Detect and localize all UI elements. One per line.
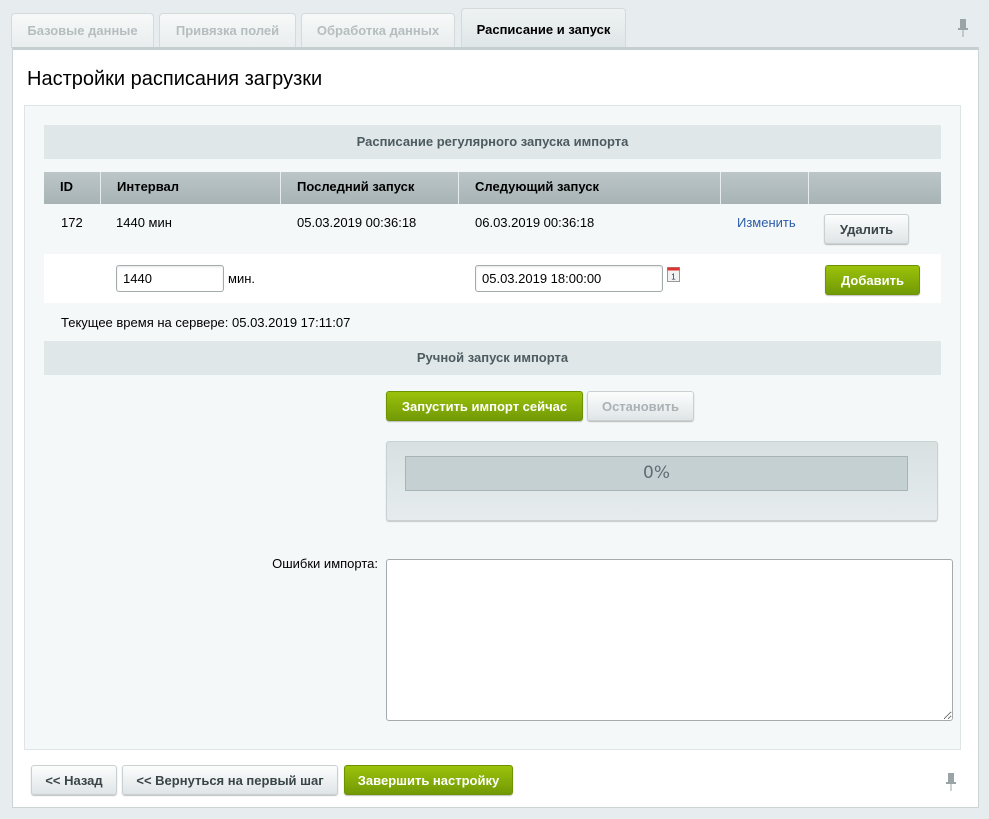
tab-field-mapping[interactable]: Привязка полей — [159, 13, 296, 48]
col-edit — [721, 172, 809, 204]
row-id: 172 — [61, 215, 83, 230]
errors-textarea[interactable] — [386, 559, 953, 721]
progress-bar: 0% — [405, 456, 908, 491]
pin-icon[interactable] — [946, 773, 956, 791]
interval-input[interactable] — [116, 265, 224, 292]
stop-button[interactable]: Остановить — [587, 391, 694, 421]
row-next-run: 06.03.2019 00:36:18 — [475, 215, 595, 230]
tab-data-processing[interactable]: Обработка данных — [301, 13, 455, 48]
schedule-section-header: Расписание регулярного запуска импорта — [44, 125, 941, 159]
new-schedule-row: мин. 1 Добавить — [44, 254, 941, 303]
col-delete — [809, 172, 941, 204]
interval-unit: мин. — [228, 271, 255, 286]
row-last-run: 05.03.2019 00:36:18 — [297, 215, 417, 230]
tab-schedule[interactable]: Расписание и запуск — [461, 8, 626, 48]
tab-basic-data[interactable]: Базовые данные — [11, 13, 154, 48]
add-button[interactable]: Добавить — [825, 265, 920, 295]
edit-link[interactable]: Изменить — [737, 215, 796, 230]
next-run-input[interactable] — [475, 265, 663, 292]
calendar-icon[interactable]: 1 — [667, 267, 680, 282]
delete-button[interactable]: Удалить — [824, 214, 909, 244]
page-title: Настройки расписания загрузки — [27, 68, 323, 90]
progress-box: 0% — [386, 441, 938, 521]
progress-label: 0% — [643, 463, 670, 483]
col-id: ID — [44, 172, 101, 204]
back-button[interactable]: << Назад — [31, 765, 117, 795]
errors-label: Ошибки импорта: — [272, 556, 378, 571]
finish-button[interactable]: Завершить настройку — [344, 765, 513, 795]
first-step-button[interactable]: << Вернуться на первый шаг — [122, 765, 338, 795]
start-import-button[interactable]: Запустить импорт сейчас — [386, 391, 583, 421]
svg-text:1: 1 — [671, 273, 676, 282]
pin-icon[interactable] — [958, 19, 968, 37]
table-row: 172 1440 мин 05.03.2019 00:36:18 06.03.2… — [44, 204, 941, 254]
row-interval: 1440 мин — [116, 215, 172, 230]
manual-section-header: Ручной запуск импорта — [44, 341, 941, 375]
col-next-run: Следующий запуск — [459, 172, 721, 204]
col-last-run: Последний запуск — [281, 172, 459, 204]
col-interval: Интервал — [101, 172, 281, 204]
server-time: Текущее время на сервере: 05.03.2019 17:… — [61, 315, 351, 330]
